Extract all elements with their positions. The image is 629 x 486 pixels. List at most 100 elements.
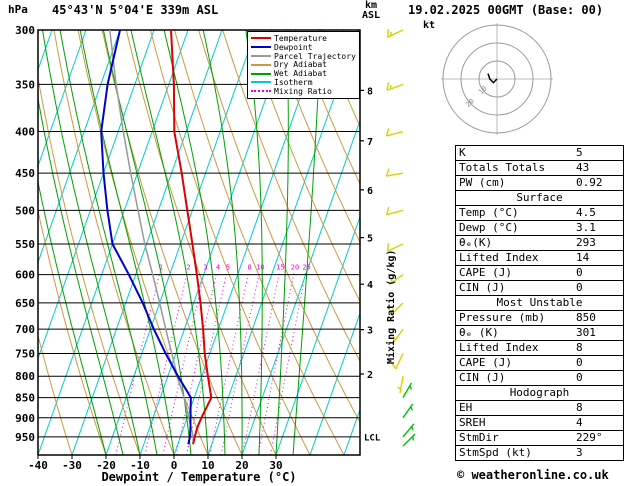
stats-value: 850 (573, 310, 624, 326)
mixing-ratio-value-label: 3 (203, 264, 207, 272)
stats-value: 229° (573, 430, 624, 446)
stats-value: 8 (573, 340, 624, 356)
pressure-tick-label: 650 (15, 297, 35, 310)
altitude-axis-unit: km ASL (358, 1, 384, 21)
stats-value: 3.1 (573, 220, 624, 236)
stats-label: Lifted Index (455, 250, 573, 266)
stats-row: θₑ (K) 301 (455, 325, 624, 341)
stats-label: K (455, 145, 573, 161)
mixing-ratio-value-label: 5 (226, 264, 230, 272)
stats-label: EH (455, 400, 573, 416)
stats-value: 0 (573, 370, 624, 386)
pressure-tick-label: 750 (15, 347, 35, 360)
legend-swatch (251, 54, 271, 57)
stats-row: StmSpd (kt) 3 (455, 445, 624, 461)
legend-item: Dry Adiabat (251, 60, 356, 69)
copyright-credit: © weatheronline.co.uk (457, 468, 609, 482)
mixing-ratio-value-label: 8 (248, 264, 252, 272)
km-tick-label: 4 (367, 280, 373, 291)
stats-section-header: Surface (455, 190, 624, 206)
legend-swatch (251, 63, 271, 66)
legend-swatch (251, 90, 271, 93)
pressure-tick-label: 850 (15, 392, 35, 405)
mixing-ratio-value-label: 20 (291, 264, 299, 272)
wind-barb (402, 423, 415, 438)
pressure-axis-unit: hPa (8, 3, 28, 16)
dewpoint-curve (100, 30, 192, 445)
legend-label: Isotherm (274, 77, 313, 87)
temperature-tick-label: -10 (130, 459, 150, 472)
stats-value: 293 (573, 235, 624, 251)
km-tick-label: 6 (367, 186, 373, 197)
stats-label: StmSpd (kt) (455, 445, 573, 461)
stats-row: CIN (J) 0 (455, 280, 624, 296)
legend-label: Dry Adiabat (274, 60, 327, 70)
wind-barb (397, 376, 404, 394)
mixing-ratio-value-label: 4 (216, 264, 220, 272)
stats-label: Pressure (mb) (455, 310, 573, 326)
stats-label: Dewp (°C) (455, 220, 573, 236)
stats-label: θₑ(K) (455, 235, 573, 251)
temperature-tick-label: 30 (269, 459, 282, 472)
stats-value: 14 (573, 250, 624, 266)
wind-barb (386, 82, 404, 91)
km-tick-label: 5 (367, 234, 373, 245)
km-tick-label: 8 (367, 86, 373, 97)
hodograph-ring-label: 20 (464, 97, 476, 109)
mixing-ratio-value-label: 10 (256, 264, 264, 272)
wind-barb (388, 274, 404, 286)
stats-row: Pressure (mb) 850 (455, 310, 624, 326)
pressure-tick-label: 500 (15, 204, 35, 217)
stats-value: 5 (573, 145, 624, 161)
wind-barb (386, 29, 404, 38)
wind-barb (402, 433, 416, 447)
pressure-tick-label: 450 (15, 167, 35, 180)
stats-section-title: Most Unstable (455, 295, 624, 311)
legend-label: Temperature (274, 33, 327, 43)
stats-value: 0 (573, 265, 624, 281)
hodograph-trace (487, 73, 498, 84)
mixing-ratio-value-label: 15 (276, 264, 284, 272)
stats-section-title: Surface (455, 190, 624, 206)
mixing-ratio-axis-label: Mixing Ratio (g/kg) (386, 249, 397, 364)
stats-row: Totals Totals 43 (455, 160, 624, 176)
legend-label: Wet Adiabat (274, 69, 327, 79)
stats-section-title: Hodograph (455, 385, 624, 401)
stats-label: Lifted Index (455, 340, 573, 356)
legend-swatch (251, 81, 271, 84)
stats-section-header: Hodograph (455, 385, 624, 401)
legend-label: Dewpoint (274, 42, 313, 52)
lcl-label: LCL (364, 434, 381, 444)
stats-row: PW (cm) 0.92 (455, 175, 624, 191)
stats-value: 4 (573, 415, 624, 431)
wind-barb (390, 353, 404, 370)
legend-item: Isotherm (251, 78, 356, 87)
altitude-axis-unit-km: km (364, 0, 378, 11)
legend-swatch (251, 72, 271, 75)
mixing-ratio-value-label: 25 (302, 264, 310, 272)
pressure-tick-label: 950 (15, 431, 35, 444)
datetime-label: 19.02.2025 00GMT (Base: 00) (408, 3, 604, 17)
stats-value: 0 (573, 355, 624, 371)
wind-barb (386, 243, 404, 252)
stats-value: 0.92 (573, 175, 624, 191)
temperature-tick-label: -30 (62, 459, 82, 472)
legend-label: Mixing Ratio (274, 86, 332, 96)
stats-value: 8 (573, 400, 624, 416)
stats-row: CIN (J) 0 (455, 370, 624, 386)
temperature-tick-label: 10 (201, 459, 214, 472)
stats-value: 4.5 (573, 205, 624, 221)
stats-label: CIN (J) (455, 370, 573, 386)
pressure-tick-label: 700 (15, 323, 35, 336)
temperature-tick-label: -40 (28, 459, 48, 472)
wind-barb (402, 403, 414, 419)
temperature-curve (170, 30, 213, 445)
stats-row: Temp (°C) 4.5 (455, 205, 624, 221)
mixing-ratio-value-label: 1 (159, 264, 163, 272)
x-axis-label: Dewpoint / Temperature (°C) (101, 470, 297, 484)
legend-item: Parcel Trajectory (251, 52, 356, 61)
pressure-tick-label: 550 (15, 238, 35, 251)
